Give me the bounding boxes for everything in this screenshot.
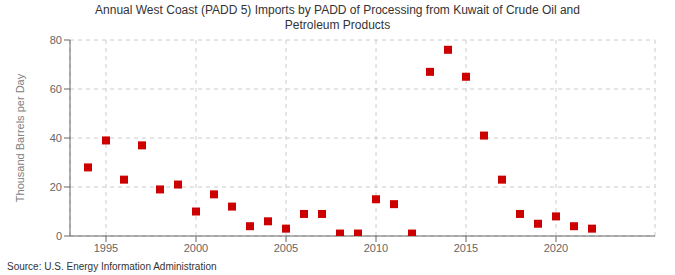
svg-text:20: 20 [50,181,62,193]
html-text:Petroleum Products: Petroleum Products [284,18,391,32]
svg-text:80: 80 [50,34,62,46]
svg-text:2010: 2010 [364,242,388,254]
svg-text:2000: 2000 [184,242,208,254]
svg-text:40: 40 [50,132,62,144]
svg-text:60: 60 [50,83,62,95]
svg-text:2020: 2020 [544,242,568,254]
svg-text:Thousand Barrels per Day: Thousand Barrels per Day [14,73,26,202]
svg-text:2005: 2005 [274,242,298,254]
html-text:Source: U.S. Energy Informatio: Source: U.S. Energy Information Administ… [7,261,217,272]
svg-text:1995: 1995 [94,242,118,254]
svg-text:2015: 2015 [454,242,478,254]
svg-text:0: 0 [56,230,62,242]
html-text:Annual West Coast (PADD 5) Imp: Annual West Coast (PADD 5) Imports by PA… [95,3,580,17]
